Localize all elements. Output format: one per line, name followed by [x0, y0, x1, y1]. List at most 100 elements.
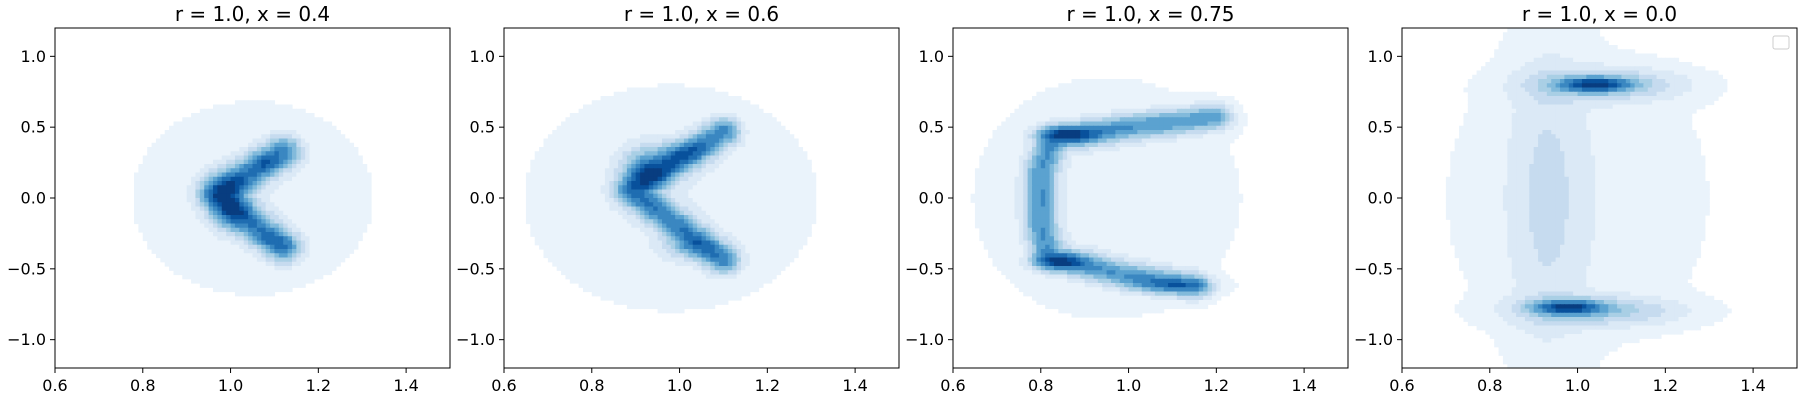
contour-cell: [741, 159, 746, 165]
contour-cell: [578, 117, 584, 123]
contour-cell: [252, 215, 258, 220]
contour-cell: [252, 261, 258, 267]
contour-cell: [169, 168, 175, 174]
contour-cell: [578, 176, 584, 182]
contour-cell: [609, 96, 615, 101]
contour-cell: [714, 117, 720, 123]
contour-cell: [195, 181, 201, 186]
contour-cell: [732, 232, 738, 237]
contour-cell: [204, 215, 210, 220]
contour-cell: [754, 253, 760, 259]
contour-cell: [561, 232, 567, 237]
contour-cell: [741, 181, 746, 186]
contour-cell: [596, 232, 602, 237]
contour-cell: [155, 206, 161, 212]
contour-cell: [749, 134, 755, 140]
contour-cell: [657, 151, 663, 157]
contour-cell: [318, 164, 324, 169]
contour-cell: [287, 164, 293, 169]
contour-cell: [547, 202, 553, 208]
contour-cell: [270, 159, 276, 165]
contour-cell: [270, 266, 276, 271]
contour-cell: [305, 164, 311, 169]
contour-cell: [1137, 96, 1143, 101]
contour-cell: [662, 83, 667, 89]
contour-cell: [534, 227, 540, 233]
contour-cell: [1220, 96, 1226, 101]
contour-cell: [736, 287, 742, 293]
contour-cell: [248, 240, 254, 246]
contour-cell: [1146, 83, 1152, 89]
contour-cell: [547, 240, 553, 246]
contour-cell: [683, 206, 689, 212]
contour-cell: [248, 232, 254, 237]
contour-cell: [705, 181, 711, 186]
contour-cell: [622, 96, 628, 101]
contour-cell: [723, 266, 729, 271]
contour-cell: [648, 104, 654, 110]
contour-cell: [741, 274, 746, 280]
contour-cell: [710, 100, 716, 106]
contour-cell: [653, 164, 659, 169]
contour-cell: [631, 278, 637, 284]
contour-cell: [762, 113, 768, 118]
contour-cell: [705, 134, 711, 140]
contour-cell: [587, 193, 593, 199]
contour-cell: [322, 159, 328, 165]
contour-cell: [596, 249, 602, 254]
contour-cell: [569, 142, 575, 148]
contour-cell: [221, 189, 227, 195]
contour-cell: [666, 100, 672, 106]
contour-cell: [736, 227, 742, 233]
contour-cell: [191, 185, 197, 191]
contour-cell: [710, 236, 716, 242]
contour-cell: [596, 168, 602, 174]
contour-cell: [278, 253, 284, 259]
contour-cell: [155, 189, 161, 195]
contour-cell: [767, 244, 773, 250]
contour-cell: [287, 215, 293, 220]
contour-cell: [653, 168, 659, 174]
contour-cell: [631, 121, 637, 127]
contour-cell: [692, 168, 698, 174]
contour-cell: [780, 138, 786, 144]
contour-cell: [749, 108, 755, 114]
contour-cell: [300, 266, 306, 271]
contour-cell: [226, 108, 232, 114]
contour-cell: [195, 215, 201, 220]
contour-cell: [789, 189, 795, 195]
contour-cell: [340, 138, 346, 144]
contour-cell: [754, 113, 760, 118]
contour-cell: [732, 219, 738, 225]
contour-cell: [745, 147, 751, 152]
contour-cell: [679, 202, 685, 208]
contour-cell: [688, 142, 694, 148]
contour-cell: [340, 193, 346, 199]
contour-cell: [692, 96, 698, 101]
contour-cell: [604, 151, 610, 157]
contour-cell: [539, 198, 545, 203]
contour-cell: [344, 159, 350, 165]
contour-cell: [274, 164, 280, 169]
contour-cell: [208, 185, 214, 191]
contour-cell: [688, 134, 694, 140]
contour-cell: [793, 193, 799, 199]
contour-cell: [618, 249, 624, 254]
contour-cell: [164, 198, 170, 203]
contour-cell: [732, 121, 738, 127]
contour-cell: [274, 147, 280, 152]
contour-cell: [697, 130, 703, 135]
contour-cell: [780, 164, 786, 169]
contour-cell: [670, 253, 676, 259]
contour-cell: [648, 215, 654, 220]
contour-cell: [596, 198, 602, 203]
contour-cell: [305, 227, 311, 233]
contour-cell: [683, 189, 689, 195]
contour-cell: [191, 202, 197, 208]
contour-cell: [657, 155, 663, 161]
contour-cell: [230, 232, 236, 237]
contour-cell: [226, 240, 232, 246]
contour-cell: [177, 172, 183, 178]
contour-cell: [679, 223, 685, 229]
contour-cell: [248, 147, 254, 152]
